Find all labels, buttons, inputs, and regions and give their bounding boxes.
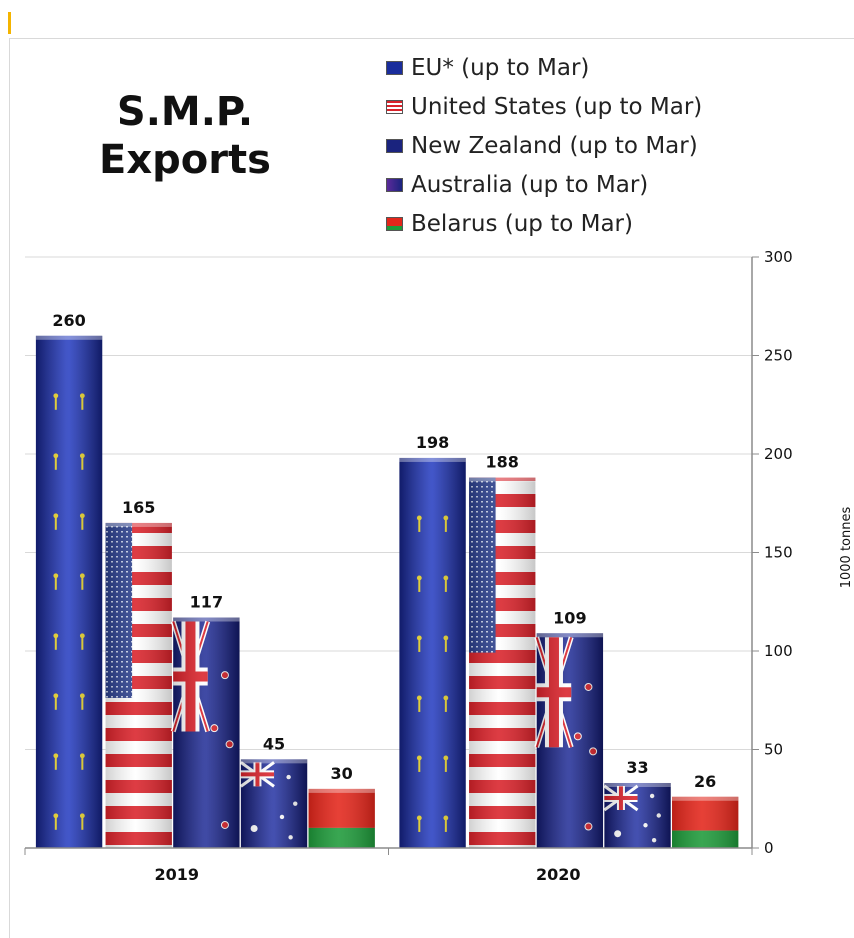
legend-item-by: Belarus (up to Mar) xyxy=(386,204,702,243)
bar-top-cap xyxy=(173,617,240,622)
bar-top-cap xyxy=(105,522,172,527)
y-tick-label: 50 xyxy=(764,741,783,759)
data-label: 30 xyxy=(331,764,353,783)
x-tick-label: 2020 xyxy=(536,865,581,884)
data-label: 198 xyxy=(416,433,449,452)
bar-shine xyxy=(399,457,466,848)
bar-shine xyxy=(469,477,536,848)
bar-top-cap xyxy=(399,457,466,462)
bar-nz-2020 xyxy=(534,633,604,848)
data-label: 117 xyxy=(190,593,223,612)
bars: 260 165 117 45 30 198 188 109 33 26 xyxy=(35,311,739,848)
data-label: 33 xyxy=(626,758,648,777)
chart-title: S.M.P. Exports xyxy=(60,88,310,184)
bar-shine xyxy=(35,335,103,848)
bar-au-2019 xyxy=(239,759,308,848)
y-tick-label: 200 xyxy=(764,445,793,463)
y-axis-label: 1000 tonnes xyxy=(839,507,854,589)
bar-shine xyxy=(604,782,671,848)
bar-top-cap xyxy=(35,335,103,340)
bar-top-cap xyxy=(308,788,375,793)
data-label: 45 xyxy=(263,734,285,753)
data-label: 26 xyxy=(694,772,716,791)
bar-top-cap xyxy=(469,477,536,482)
legend-label-au: Australia (up to Mar) xyxy=(411,171,649,198)
bar-shine xyxy=(308,788,375,848)
bar-us-2020 xyxy=(469,477,536,848)
legend-swatch-by xyxy=(386,216,403,231)
legend-label-nz: New Zealand (up to Mar) xyxy=(411,132,698,159)
legend-label-by: Belarus (up to Mar) xyxy=(411,210,633,237)
legend-swatch-us xyxy=(386,99,403,114)
bar-top-cap xyxy=(240,759,308,764)
legend-swatch-eu xyxy=(386,60,403,75)
legend-item-nz: New Zealand (up to Mar) xyxy=(386,126,702,165)
x-tick-label: 2019 xyxy=(154,865,199,884)
axes: 0 50 100 150 200 250 300 1000 tonnes 2019 2020 xyxy=(24,248,854,884)
data-label: 188 xyxy=(486,453,519,472)
accent-mark xyxy=(8,12,11,34)
frame-top-border xyxy=(9,38,854,39)
bar-shine xyxy=(536,633,604,848)
legend-label-us: United States (up to Mar) xyxy=(411,93,703,120)
y-tick-label: 0 xyxy=(764,839,774,857)
bar-us-2019 xyxy=(105,522,172,848)
legend-item-au: Australia (up to Mar) xyxy=(386,165,702,204)
y-tick-label: 250 xyxy=(764,347,793,365)
bar-top-cap xyxy=(604,782,671,787)
bar-top-cap xyxy=(672,796,739,801)
bar-by-2020 xyxy=(672,796,739,848)
bar-by-2019 xyxy=(308,788,375,848)
legend: EU* (up to Mar) United States (up to Mar… xyxy=(386,48,702,243)
data-label: 109 xyxy=(553,608,586,627)
frame-left-border xyxy=(9,38,10,938)
data-label: 165 xyxy=(122,498,155,517)
legend-swatch-au xyxy=(386,177,403,192)
chart-title-line-2: Exports xyxy=(99,137,271,183)
bar-shine xyxy=(240,759,308,848)
bar-shine xyxy=(672,796,739,848)
legend-label-eu: EU* (up to Mar) xyxy=(411,54,590,81)
y-tick-label: 150 xyxy=(764,544,793,562)
bar-nz-2019 xyxy=(170,617,240,848)
legend-item-us: United States (up to Mar) xyxy=(386,87,702,126)
chart-title-line-1: S.M.P. xyxy=(116,89,254,135)
y-tick-label: 100 xyxy=(764,642,793,660)
legend-item-eu: EU* (up to Mar) xyxy=(386,48,702,87)
bar-top-cap xyxy=(536,633,604,638)
legend-swatch-nz xyxy=(386,138,403,153)
bar-shine xyxy=(105,522,172,848)
bar-au-2020 xyxy=(603,782,671,848)
bar-eu-2019 xyxy=(35,335,103,848)
data-label: 260 xyxy=(52,311,85,330)
bar-eu-2020 xyxy=(399,457,466,848)
bar-shine xyxy=(173,617,240,848)
y-tick-label: 300 xyxy=(764,248,793,266)
